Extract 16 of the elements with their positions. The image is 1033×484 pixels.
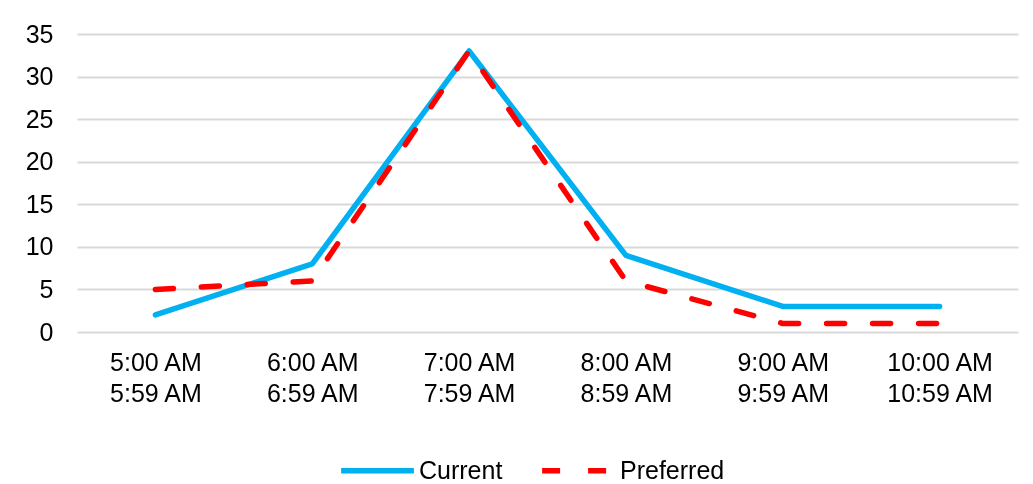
x-tick-label: 5:00 AM 5:59 AM [110,347,202,407]
y-tick-label: 0 [39,317,54,346]
legend-label: Preferred [620,455,725,484]
y-tick-label: 10 [25,232,54,261]
y-tick-label: 25 [25,104,54,133]
x-tick-label: 9:00 AM 9:59 AM [737,347,830,407]
x-tick-label: 6:00 AM 6:59 AM [266,347,359,407]
y-tick-label: 30 [25,62,54,91]
y-tick-label: 20 [25,147,54,176]
y-tick-label: 35 [25,19,54,48]
legend-label: Current [419,455,503,484]
x-tick-label: 7:00 AM 7:59 AM [423,347,516,407]
x-tick-label: 8:00 AM 8:59 AM [580,347,673,407]
y-tick-label: 15 [25,189,54,218]
x-tick-label: 10:00 AM 10:59 AM [887,347,993,407]
y-tick-label: 5 [39,274,54,303]
